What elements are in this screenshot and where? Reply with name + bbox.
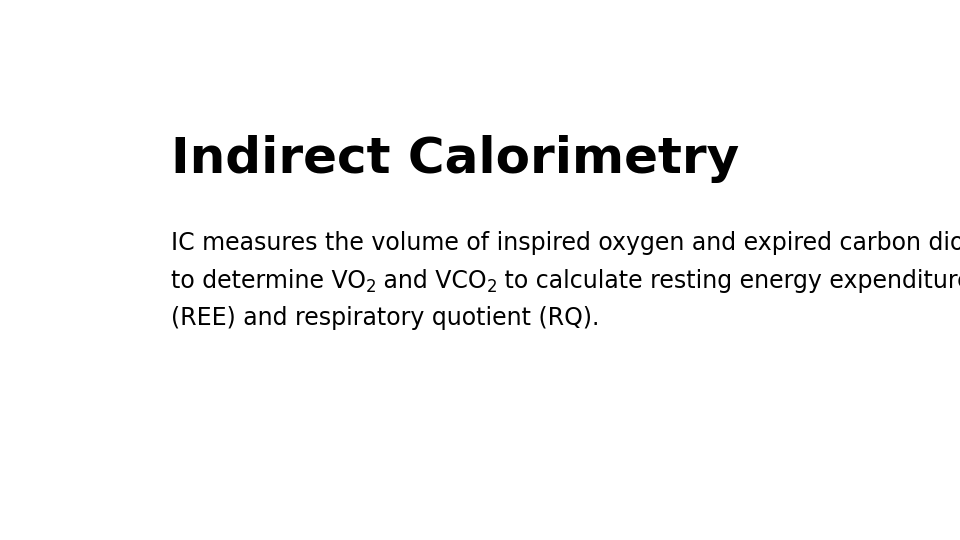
Text: to calculate resting energy expenditure: to calculate resting energy expenditure — [497, 268, 960, 293]
Text: 2: 2 — [366, 278, 376, 296]
Text: (REE) and respiratory quotient (RQ).: (REE) and respiratory quotient (RQ). — [171, 306, 599, 330]
Text: Indirect Calorimetry: Indirect Calorimetry — [171, 136, 739, 184]
Text: and VCO: and VCO — [376, 268, 487, 293]
Text: to determine VO: to determine VO — [171, 268, 366, 293]
Text: IC measures the volume of inspired oxygen and expired carbon dioxide: IC measures the volume of inspired oxyge… — [171, 231, 960, 255]
Text: 2: 2 — [487, 278, 497, 296]
